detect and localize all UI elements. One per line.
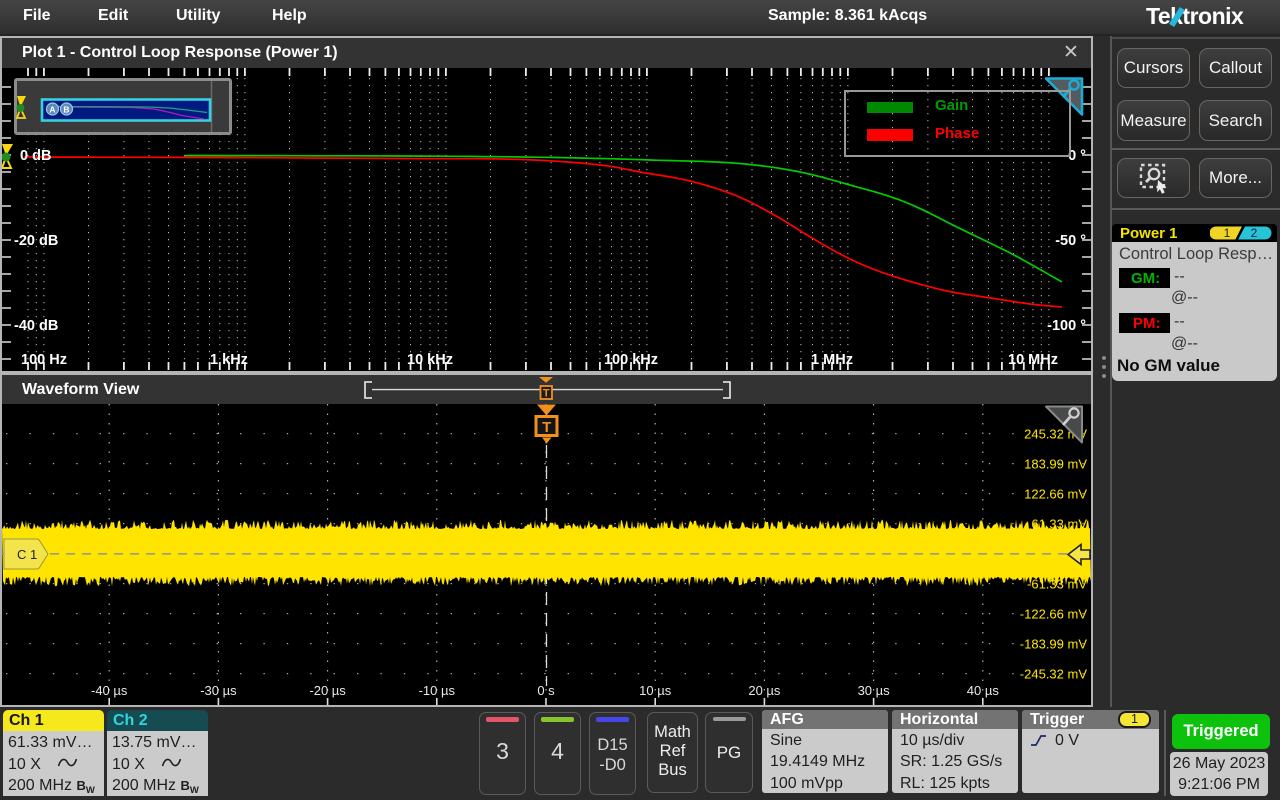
svg-text:2: 2: [1251, 226, 1258, 240]
svg-text:61.33 mV: 61.33 mV: [1031, 517, 1087, 532]
svg-text:T: T: [543, 387, 550, 399]
svg-text:1 kHz: 1 kHz: [210, 352, 248, 368]
svg-text:20 µs: 20 µs: [748, 683, 781, 698]
svg-text:-20 dB: -20 dB: [14, 233, 58, 249]
svg-text:0 s: 0 s: [537, 683, 555, 698]
svg-text:-122.66 mV: -122.66 mV: [1020, 607, 1088, 622]
svg-text:10 MHz: 10 MHz: [1008, 352, 1058, 368]
svg-text:B: B: [63, 105, 69, 115]
svg-text:10 µs: 10 µs: [639, 683, 672, 698]
svg-text:-40 µs: -40 µs: [91, 683, 128, 698]
svg-text:A: A: [49, 105, 55, 115]
svg-text:100 kHz: 100 kHz: [604, 352, 658, 368]
svg-text:-61.33 mV: -61.33 mV: [1027, 577, 1087, 592]
svg-text:T: T: [542, 419, 551, 436]
svg-text:-245.32 mV: -245.32 mV: [1020, 667, 1088, 682]
svg-text:122.66 mV: 122.66 mV: [1024, 487, 1087, 502]
svg-text:183.99 mV: 183.99 mV: [1024, 457, 1087, 472]
svg-text:-183.99 mV: -183.99 mV: [1020, 637, 1088, 652]
svg-text:0 dB: 0 dB: [20, 148, 51, 164]
svg-text:-40 dB: -40 dB: [14, 318, 58, 334]
svg-text:-10 µs: -10 µs: [419, 683, 456, 698]
svg-text:C 1: C 1: [17, 547, 37, 562]
svg-text:-30 µs: -30 µs: [200, 683, 237, 698]
svg-text:30 µs: 30 µs: [858, 683, 891, 698]
svg-text:-100 °: -100 °: [1047, 318, 1086, 334]
svg-text:0 °: 0 °: [1068, 148, 1086, 164]
svg-text:1 MHz: 1 MHz: [811, 352, 853, 368]
svg-text:-20 µs: -20 µs: [309, 683, 346, 698]
svg-text:40 µs: 40 µs: [967, 683, 1000, 698]
svg-text:-50 °: -50 °: [1055, 233, 1086, 249]
svg-text:10 kHz: 10 kHz: [407, 352, 453, 368]
svg-text:100 Hz: 100 Hz: [21, 352, 67, 368]
svg-text:1: 1: [1224, 226, 1231, 240]
